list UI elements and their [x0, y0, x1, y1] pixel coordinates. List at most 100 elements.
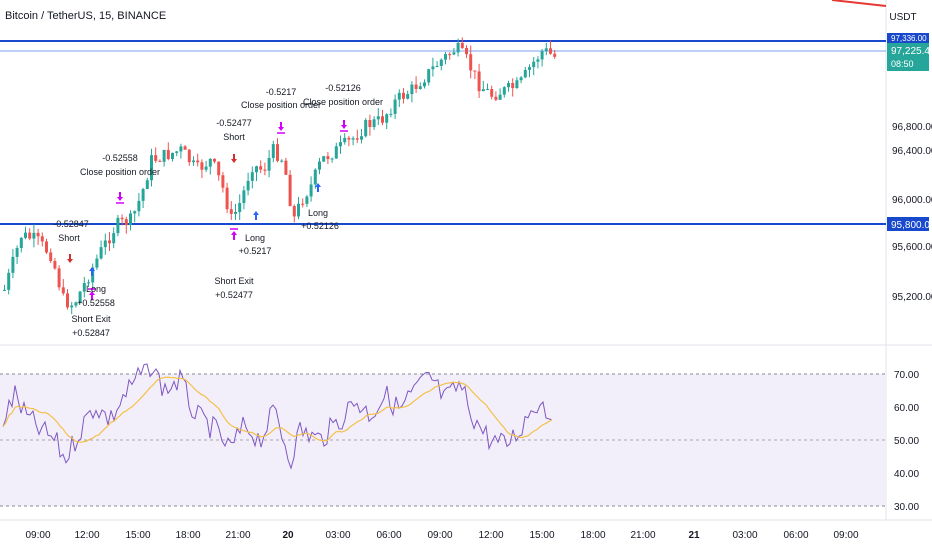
candle	[40, 236, 44, 242]
currency-button[interactable]: USDT	[888, 8, 918, 26]
annotation-text: Short	[58, 233, 80, 243]
time-tick-day: 20	[282, 530, 294, 541]
price-tick: 95,600.00	[892, 242, 932, 253]
trend-line[interactable]	[831, 0, 887, 7]
time-tick: 09:00	[25, 530, 50, 541]
arrow-down-icon	[231, 154, 237, 163]
candle	[70, 305, 74, 308]
candle	[322, 156, 326, 162]
time-axis[interactable]: 09:00 12:00 15:00 18:00 21:00 20 03:00 0…	[25, 530, 858, 541]
time-tick: 03:00	[325, 530, 350, 541]
candle	[423, 82, 426, 87]
candle	[87, 282, 90, 284]
arrow-down-icon	[117, 192, 123, 201]
candle	[502, 87, 506, 95]
candle	[116, 217, 120, 234]
annotations: -0.52847 Short -0.52558 Close position o…	[53, 83, 383, 338]
candle	[528, 67, 531, 70]
candle	[439, 59, 443, 66]
price-axis[interactable]: 96,800.00 96,400.00 96,000.00 95,600.00 …	[892, 122, 932, 303]
time-tick: 21:00	[225, 530, 250, 541]
candle	[28, 232, 32, 239]
candle	[45, 241, 48, 253]
candle	[494, 96, 498, 100]
candle	[271, 144, 275, 159]
candle	[435, 65, 439, 67]
rsi-axis[interactable]: 70.00 60.00 50.00 40.00 30.00	[894, 370, 919, 513]
candle	[507, 83, 510, 88]
time-tick: 06:00	[376, 530, 401, 541]
candle	[103, 240, 107, 248]
candle	[11, 256, 15, 273]
time-tick: 18:00	[175, 530, 200, 541]
candle	[78, 291, 82, 303]
candle	[137, 200, 141, 212]
arrow-down-icon	[341, 120, 347, 129]
candle	[154, 155, 158, 161]
candle	[250, 172, 254, 181]
candle	[238, 203, 242, 212]
candle	[133, 211, 137, 214]
candle	[297, 203, 300, 217]
candle	[553, 53, 557, 57]
candle	[393, 99, 397, 114]
candle	[355, 138, 359, 140]
time-tick: 03:00	[732, 530, 757, 541]
price-tick: 95,200.00	[892, 292, 932, 303]
candle	[95, 258, 99, 268]
rsi-tick: 40.00	[894, 469, 919, 480]
candle	[263, 169, 267, 171]
annotation-text: Short	[223, 132, 245, 142]
annotation-text: Short Exit	[214, 276, 254, 286]
time-tick: 09:00	[427, 530, 452, 541]
candle	[217, 161, 221, 176]
candle	[465, 48, 468, 55]
time-tick: 18:00	[580, 530, 605, 541]
candle	[259, 166, 263, 170]
annotation-text: Long	[86, 284, 106, 294]
candle	[280, 160, 284, 162]
candle	[313, 169, 317, 185]
candle	[3, 289, 6, 291]
annotation-text: Close position order	[80, 167, 160, 177]
candle	[112, 233, 116, 244]
candle	[166, 149, 170, 160]
arrow-up-icon	[315, 183, 321, 192]
candle	[414, 84, 418, 89]
candle	[15, 247, 19, 257]
candle	[364, 120, 368, 137]
candle	[129, 213, 132, 226]
candle	[326, 156, 330, 160]
annotation-text: +0.52477	[215, 290, 253, 300]
time-tick-day: 21	[688, 530, 700, 541]
candle	[343, 137, 347, 143]
candle	[213, 158, 216, 162]
candle	[360, 136, 363, 140]
candle	[120, 217, 124, 220]
candle	[532, 61, 536, 68]
trade-signals	[67, 120, 348, 300]
candle	[347, 137, 351, 140]
candle	[523, 69, 527, 78]
candle	[292, 206, 296, 217]
candle	[410, 84, 414, 95]
candle	[175, 151, 179, 153]
candle	[540, 51, 544, 60]
candle	[267, 158, 271, 171]
candle	[536, 59, 540, 62]
annotation-text: -0.5217	[266, 87, 297, 97]
support-price-label: 95,800.00	[891, 220, 932, 231]
candle	[444, 54, 447, 60]
candle	[490, 89, 494, 97]
candle	[66, 293, 69, 308]
rsi-ma-line	[2, 376, 553, 443]
time-tick: 15:00	[529, 530, 554, 541]
candle	[511, 83, 515, 89]
annotation-text: Close position order	[303, 97, 383, 107]
time-tick: 09:00	[833, 530, 858, 541]
candle	[141, 188, 145, 201]
candle	[74, 302, 78, 306]
symbol-title[interactable]: Bitcoin / TetherUS, 15, BINANCE	[5, 10, 167, 22]
candle	[36, 232, 40, 237]
